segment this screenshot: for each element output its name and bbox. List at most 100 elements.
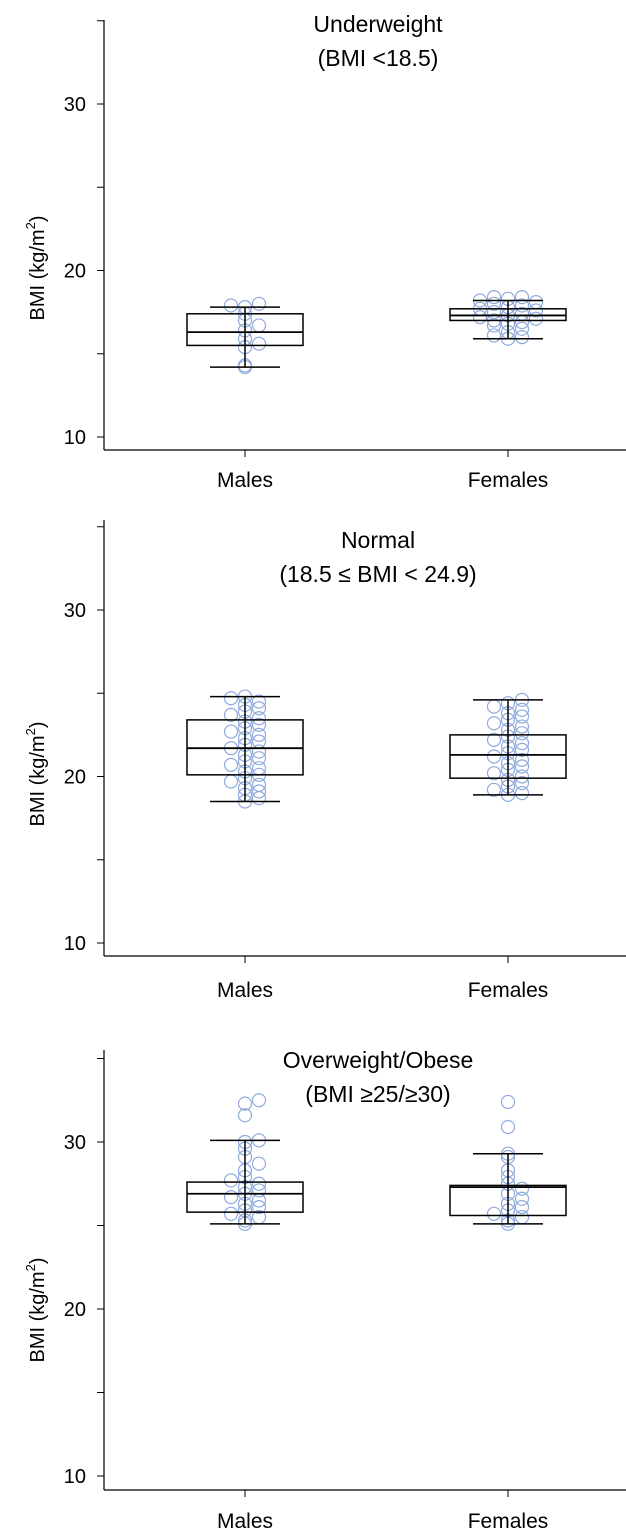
data-point <box>486 766 502 781</box>
data-point <box>223 298 239 313</box>
data-point <box>514 736 530 751</box>
data-point <box>486 716 502 731</box>
chart-panel-2: 10 20 30 Males Females Normal (18.5 ≤ BMI < 24… <box>23 520 626 1002</box>
data-point <box>223 774 239 789</box>
chart-title: Overweight/Obese <box>283 1047 473 1073</box>
iqr-box <box>449 734 567 779</box>
data-point <box>251 296 267 311</box>
data-point <box>514 702 530 718</box>
y-tick-label: 10 <box>64 933 86 955</box>
data-point <box>514 719 530 734</box>
data-point <box>514 330 530 345</box>
data-point <box>500 1094 516 1110</box>
box-series-females <box>449 290 567 346</box>
data-point <box>251 318 267 333</box>
y-tick-label: 10 <box>64 427 86 449</box>
x-tick-label: Females <box>468 979 549 1002</box>
chart-subtitle: (BMI <18.5) <box>318 45 439 71</box>
box-series-males <box>186 689 304 809</box>
box-series-males <box>186 1093 304 1231</box>
data-point <box>223 707 239 722</box>
data-point <box>251 744 267 759</box>
data-point <box>223 1190 239 1205</box>
y-tick-label: 20 <box>64 261 86 283</box>
data-point <box>514 709 530 724</box>
data-point <box>528 311 544 326</box>
data-point <box>251 1183 267 1198</box>
box-series-females <box>449 692 567 802</box>
iqr-box <box>186 313 304 347</box>
y-tick-label: 20 <box>64 767 86 789</box>
data-point <box>251 701 267 716</box>
y-tick-label: 20 <box>64 1299 86 1321</box>
data-point <box>514 1191 530 1206</box>
data-point <box>251 711 267 726</box>
data-point <box>486 782 502 797</box>
data-point <box>251 777 267 792</box>
data-point <box>486 296 502 311</box>
data-point <box>223 757 239 772</box>
iqr-box <box>186 1181 304 1213</box>
iqr-box <box>449 1184 567 1217</box>
box-series-males <box>186 296 304 375</box>
chart-title: Underweight <box>313 11 443 37</box>
data-point <box>486 732 502 747</box>
data-point <box>514 1181 530 1196</box>
data-point <box>514 759 530 774</box>
chart-panel-1: 10 20 30 Males Females Underweight (BMI <18.5)… <box>23 11 626 492</box>
data-point <box>251 727 267 742</box>
chart-subtitle: (18.5 ≤ BMI < 24.9) <box>279 561 476 587</box>
data-point <box>514 786 530 801</box>
data-point <box>514 1210 530 1225</box>
data-point <box>500 1119 516 1135</box>
y-axis-label: BMI (kg/m2) <box>23 721 49 826</box>
chart-subtitle: (BMI ≥25/≥30) <box>305 1081 450 1107</box>
data-point <box>514 290 530 305</box>
y-tick-label: 10 <box>64 1466 86 1488</box>
y-axis-label: BMI (kg/m2) <box>23 1257 49 1362</box>
y-axis-label: BMI (kg/m2) <box>23 215 49 320</box>
data-point <box>528 303 544 318</box>
data-point <box>251 1176 267 1191</box>
data-point <box>514 742 530 757</box>
data-point <box>514 776 530 791</box>
x-tick-label: Females <box>468 1510 549 1533</box>
data-point <box>251 1156 267 1171</box>
x-tick-label: Males <box>217 1510 273 1533</box>
data-point <box>223 691 239 706</box>
data-point <box>514 726 530 741</box>
x-tick-label: Females <box>468 469 549 492</box>
data-point <box>528 295 544 310</box>
data-point <box>223 1206 239 1221</box>
data-point <box>486 290 502 305</box>
x-tick-label: Males <box>217 469 273 492</box>
data-point <box>486 328 502 343</box>
data-point <box>223 1173 239 1188</box>
data-point <box>251 1200 267 1215</box>
chart-title: Normal <box>341 527 415 553</box>
y-tick-label: 30 <box>64 600 86 622</box>
data-point <box>514 1200 530 1215</box>
chart-panel-3: 10 20 30 Males Females Overweight/Obese (BMI ≥… <box>23 1047 626 1533</box>
data-point <box>472 310 488 325</box>
box-series-females <box>449 1094 567 1231</box>
data-point <box>486 699 502 714</box>
data-point <box>251 336 267 351</box>
y-tick-label: 30 <box>64 94 86 116</box>
data-point <box>486 1206 502 1221</box>
data-point <box>251 784 267 799</box>
data-point <box>237 1108 253 1123</box>
data-point <box>486 749 502 764</box>
data-point <box>514 752 530 767</box>
x-tick-label: Males <box>217 979 273 1002</box>
data-point <box>237 1096 253 1111</box>
data-point <box>251 717 267 732</box>
data-point <box>514 321 530 336</box>
y-tick-label: 30 <box>64 1132 86 1154</box>
data-point <box>486 305 502 320</box>
data-point <box>251 1093 267 1108</box>
data-point <box>514 769 530 784</box>
data-point <box>223 724 239 739</box>
data-point <box>251 751 267 766</box>
